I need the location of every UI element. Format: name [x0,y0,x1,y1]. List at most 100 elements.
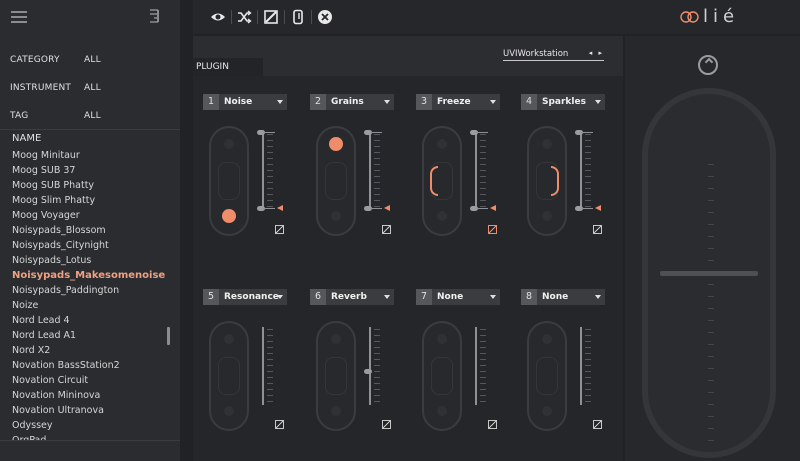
filter-tag[interactable]: TAG ALL [10,111,101,121]
level-slider[interactable] [360,327,396,407]
eye-icon[interactable] [210,9,226,25]
phone-icon[interactable] [290,9,306,25]
effect-dropdown[interactable]: 7 None [416,289,500,305]
edit-icon[interactable] [275,420,284,429]
slider-knob-bottom[interactable] [364,206,372,211]
slider-knob-bottom[interactable] [257,206,265,211]
pad-dot[interactable] [329,137,343,151]
slider-tick [267,170,273,171]
list-item[interactable]: Moog SUB 37 [12,165,76,176]
list-item[interactable]: Noisypads_Lotus [12,255,92,266]
list-item[interactable]: Moog SUB Phatty [12,180,95,191]
pad-bracket-left[interactable] [430,166,438,196]
edit-icon[interactable] [488,420,497,429]
list-header-name[interactable]: NAME [12,133,42,144]
edit-icon[interactable] [263,9,279,25]
level-slider[interactable] [360,130,396,212]
list-item[interactable]: Noisypads_Blossom [12,225,106,236]
list-item[interactable]: Moog Voyager [12,210,80,221]
level-slider[interactable] [466,327,502,407]
list-item[interactable]: Nord Lead A1 [12,330,77,341]
plugin-selector[interactable]: UVIWorkstation ◂ ▸ [503,49,604,61]
slider-knob-bottom[interactable] [470,206,478,211]
list-item[interactable]: Noize [12,300,39,311]
pad-bracket-right[interactable] [551,166,559,196]
list-item[interactable]: Noisypads_Makesomenoise [12,270,166,281]
slider-knob-top[interactable] [364,130,372,135]
filter-tag-value[interactable]: ALL [84,111,101,121]
list-item[interactable]: Moog Slim Phatty [12,195,96,206]
edit-icon[interactable] [593,420,602,429]
track-tick [708,296,714,297]
effect-dropdown[interactable]: 1 Noise [203,94,287,110]
list-item[interactable]: Nord Lead 4 [12,315,70,326]
slider-knob-bottom[interactable] [575,206,583,211]
tab-plugin[interactable]: PLUGIN [193,58,263,76]
morph-handle[interactable] [660,271,758,276]
list-scrollbar[interactable] [167,327,170,345]
edit-icon[interactable] [488,225,497,234]
level-slider[interactable] [571,130,607,212]
list-item[interactable]: Noisypads_Paddington [12,285,120,296]
pad-dot[interactable] [222,209,236,223]
slider-tick [374,134,380,135]
slider-tick [480,140,486,141]
hamburger-menu-icon[interactable] [11,11,27,23]
plugin-selector-arrows-icon[interactable]: ◂ ▸ [588,49,604,57]
xy-pad[interactable] [209,321,249,431]
edit-icon[interactable] [593,225,602,234]
effect-dropdown[interactable]: 3 Freeze [416,94,500,110]
slider-knob[interactable] [364,369,372,374]
level-slider[interactable] [466,130,502,212]
shuffle-icon[interactable] [236,9,252,25]
effect-dropdown[interactable]: 2 Grains [310,94,394,110]
filter-instrument[interactable]: INSTRUMENT ALL [10,83,101,93]
xy-pad[interactable] [422,321,462,431]
list-item[interactable]: Moog Minitaur [12,150,80,161]
list-item[interactable]: Noisypads_Citynight [12,240,109,251]
xy-pad[interactable] [527,126,567,236]
edit-icon[interactable] [382,225,391,234]
effect-name: Grains [331,97,364,107]
level-slider[interactable] [253,327,289,407]
list-item[interactable]: Odyssey [12,420,53,431]
list-item[interactable]: Novation Circuit [12,375,89,386]
xy-pad[interactable] [209,126,249,236]
edit-icon[interactable] [382,420,391,429]
filter-category-value[interactable]: ALL [84,55,101,65]
track-tick [708,188,714,189]
track-tick [708,236,714,237]
pad-ghost [437,406,447,416]
slider-tick [267,389,273,390]
list-item[interactable]: OrgPad [0,433,168,440]
effect-dropdown[interactable]: 6 Reverb [310,289,394,305]
close-icon[interactable] [317,9,333,25]
effect-dropdown[interactable]: 4 Sparkles [521,94,605,110]
slider-knob-top[interactable] [575,130,583,135]
level-slider[interactable] [253,130,289,212]
xy-pad[interactable] [316,321,356,431]
track-tick [708,392,714,393]
level-slider[interactable] [571,327,607,407]
xy-pad[interactable] [527,321,567,431]
xy-pad[interactable] [316,126,356,236]
slider-knob-top[interactable] [470,130,478,135]
list-item[interactable]: Novation Mininova [12,390,101,401]
filter-instrument-value[interactable]: ALL [84,83,101,93]
collapse-sidebar-icon[interactable] [148,8,160,24]
power-icon[interactable] [698,55,718,75]
slider-rail [475,327,477,405]
slider-tick [374,359,380,360]
slider-knob-top[interactable] [257,130,265,135]
edit-icon[interactable] [275,225,284,234]
list-item[interactable]: Novation Ultranova [12,405,104,416]
slider-tick [585,200,591,201]
effect-dropdown[interactable]: 8 None [521,289,605,305]
slider-tick [267,146,273,147]
filter-category[interactable]: CATEGORY ALL [10,55,101,65]
effect-dropdown[interactable]: 5 Resonance [203,289,287,305]
list-item[interactable]: Nord X2 [12,345,51,356]
xy-pad[interactable] [422,126,462,236]
list-item[interactable]: Novation BassStation2 [12,360,120,371]
morph-pad[interactable] [642,88,776,458]
